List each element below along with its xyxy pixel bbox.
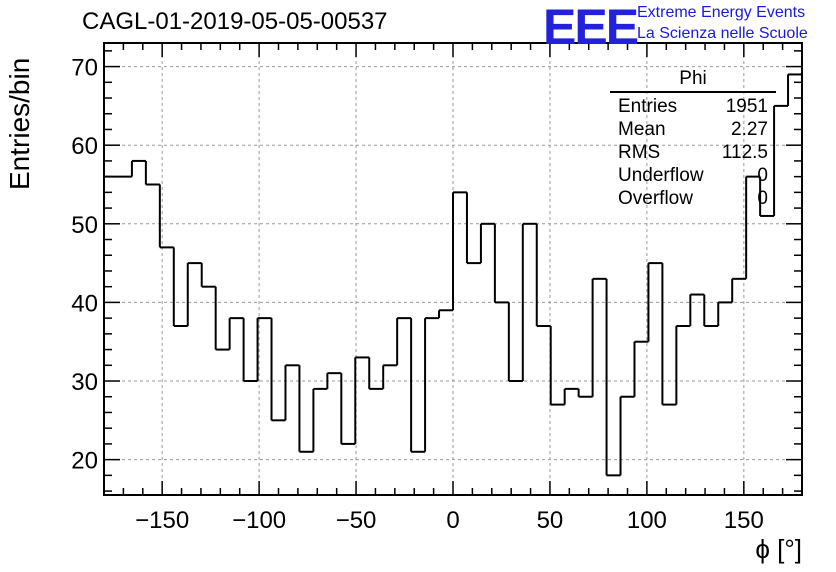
stats-value: 0 [757,165,768,186]
logo-line-2: La Scienza nelle Scuole [637,25,808,42]
x-tick-label: 0 [446,507,459,534]
y-tick-label: 70 [71,55,98,82]
logo-line-1: Extreme Energy Events [637,4,806,21]
x-axis-label: ϕ [°] [755,534,802,564]
y-axis-label: Entries/bin [4,57,35,190]
stats-value: 2.27 [731,119,768,140]
stats-value: 112.5 [721,142,768,163]
stats-row-entries: Entries 1951 [610,95,776,118]
stats-label: Overflow [618,188,693,209]
stats-title: Phi [610,68,776,93]
stats-row-underflow: Underflow 0 [610,164,776,187]
x-tick-label: 150 [724,507,764,534]
stats-label: Underflow [618,165,704,186]
y-tick-label: 60 [71,133,98,160]
stats-row-rms: RMS 112.5 [610,141,776,164]
stats-label: Mean [618,119,666,140]
y-tick-label: 20 [71,448,98,475]
eee-logo: EEE [543,0,639,55]
y-tick-label: 40 [71,290,98,317]
stats-label: RMS [618,142,661,163]
stats-row-overflow: Overflow 0 [610,187,776,210]
x-tick-label: 100 [627,507,667,534]
y-tick-label: 30 [71,369,98,396]
stats-value: 0 [757,188,768,209]
x-tick-label: 50 [537,507,564,534]
x-tick-label: −150 [135,507,189,534]
stats-value: 1951 [725,96,768,117]
y-tick-label: 50 [71,212,98,239]
stats-label: Entries [618,96,678,117]
chart-title: CAGL-01-2019-05-05-00537 [82,8,388,35]
x-tick-label: −100 [232,507,286,534]
stats-box: Phi Entries 1951 Mean 2.27 RMS 112.5 Und… [610,68,776,210]
x-tick-label: −50 [336,507,377,534]
stats-row-mean: Mean 2.27 [610,118,776,141]
